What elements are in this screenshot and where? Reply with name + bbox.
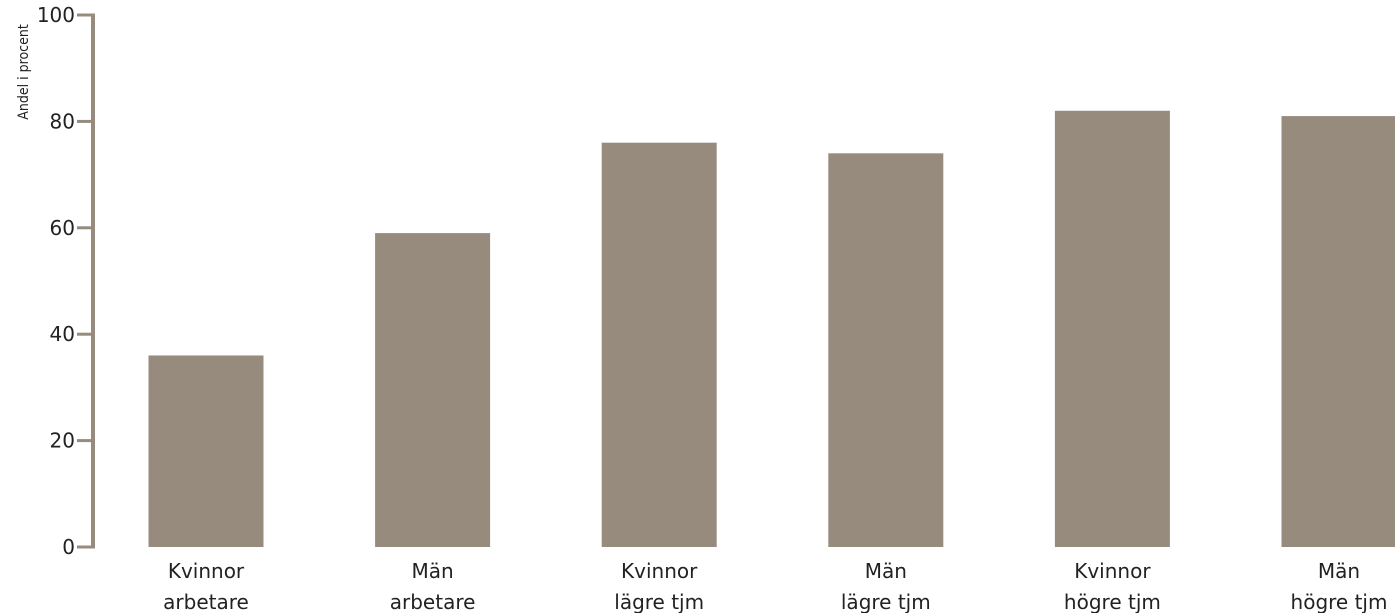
bar <box>828 153 944 547</box>
bar <box>1054 110 1170 547</box>
x-category-label-line: lägre tjm <box>614 590 704 613</box>
y-tick-label: 60 <box>50 216 75 240</box>
x-category-label: Kvinnor arbetare <box>163 559 249 613</box>
x-category-label-line: Kvinnor <box>1074 559 1151 583</box>
x-category-label-line: arbetare <box>163 590 249 613</box>
x-category-label-line: Män <box>1318 559 1360 583</box>
x-category-label-line: Män <box>865 559 907 583</box>
x-category-label-line: lägre tjm <box>841 590 931 613</box>
y-tick-label: 40 <box>50 322 75 346</box>
y-axis: Andel i procent <box>16 13 95 549</box>
bar <box>1281 116 1395 547</box>
y-tick-label: 0 <box>62 535 75 559</box>
x-category-label-line: Män <box>412 559 454 583</box>
y-axis-label: Andel i procent <box>16 24 32 120</box>
x-category-label: Kvinnor lägre tjm <box>614 559 704 613</box>
y-tick-label: 100 <box>37 3 75 27</box>
x-category-label: Män högre tjm <box>1291 559 1388 613</box>
y-tick-label: 80 <box>50 109 75 133</box>
x-category-label: Kvinnor högre tjm <box>1064 559 1161 613</box>
x-category-label: Män lägre tjm <box>841 559 931 613</box>
y-tick-label: 20 <box>50 429 75 453</box>
x-category-label-line: högre tjm <box>1064 590 1161 613</box>
y-axis-ticks: 0 20 40 60 80 100 <box>37 3 93 559</box>
x-category-label-line: Kvinnor <box>168 559 245 583</box>
bar <box>375 233 491 547</box>
bar <box>601 142 717 547</box>
x-category-label-line: högre tjm <box>1291 590 1388 613</box>
x-category-label-line: arbetare <box>390 590 476 613</box>
bar <box>148 355 264 547</box>
x-axis-labels: Kvinnor arbetare Män arbetare Kvinnor lägre t… <box>163 559 1387 613</box>
x-category-label: Män arbetare <box>390 559 476 613</box>
x-category-label-line: Kvinnor <box>621 559 698 583</box>
bars <box>148 110 1395 547</box>
